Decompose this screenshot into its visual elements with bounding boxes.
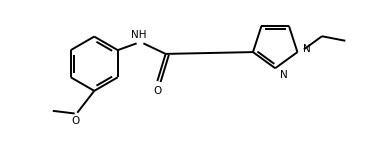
Text: O: O [153,86,161,96]
Text: N: N [280,70,288,80]
Text: N: N [303,44,311,54]
Text: NH: NH [131,30,146,40]
Text: O: O [71,116,80,126]
